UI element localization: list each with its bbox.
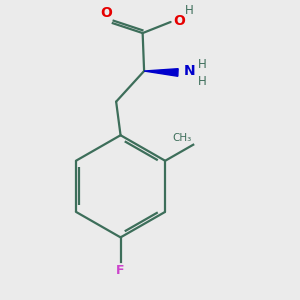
Text: H: H — [185, 4, 194, 17]
Polygon shape — [144, 69, 178, 76]
Text: CH₃: CH₃ — [172, 133, 192, 143]
Text: F: F — [116, 264, 125, 277]
Text: O: O — [174, 14, 185, 28]
Text: H: H — [198, 75, 207, 88]
Text: O: O — [100, 6, 112, 20]
Text: H: H — [198, 58, 207, 71]
Text: N: N — [183, 64, 195, 78]
